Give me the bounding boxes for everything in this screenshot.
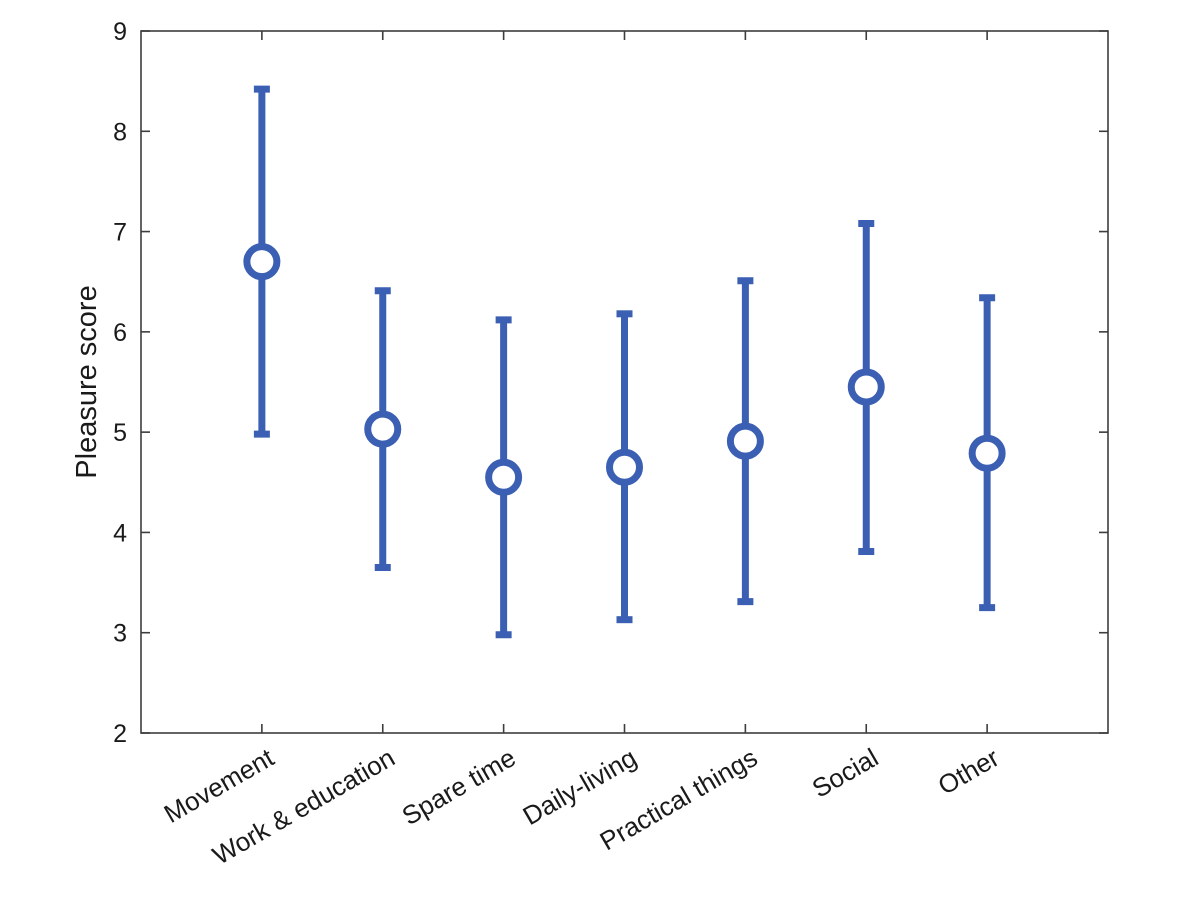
x-category-label: Other	[933, 742, 1005, 801]
y-tick-label: 7	[113, 219, 127, 247]
x-category-label: Spare time	[397, 742, 521, 831]
plot-area-frame	[140, 30, 1109, 734]
y-tick-label: 5	[113, 419, 127, 447]
mean-marker	[726, 422, 764, 460]
mean-marker	[485, 458, 523, 496]
x-category-label: Social	[807, 742, 883, 803]
ticks-layer	[141, 30, 1108, 734]
mean-marker	[243, 243, 281, 281]
y-tick-label: 3	[113, 620, 127, 648]
y-axis-title: Pleasure score	[71, 285, 103, 478]
y-tick-label: 6	[113, 319, 127, 347]
mean-marker	[364, 410, 402, 448]
mean-marker	[847, 368, 885, 406]
y-tick-label: 8	[113, 118, 127, 146]
mean-marker	[968, 434, 1006, 472]
y-tick-label: 2	[113, 720, 127, 748]
y-tick-label: 9	[113, 18, 127, 46]
mean-marker	[606, 448, 643, 486]
error-bars-layer	[243, 85, 1006, 639]
y-tick-label: 4	[113, 519, 127, 547]
